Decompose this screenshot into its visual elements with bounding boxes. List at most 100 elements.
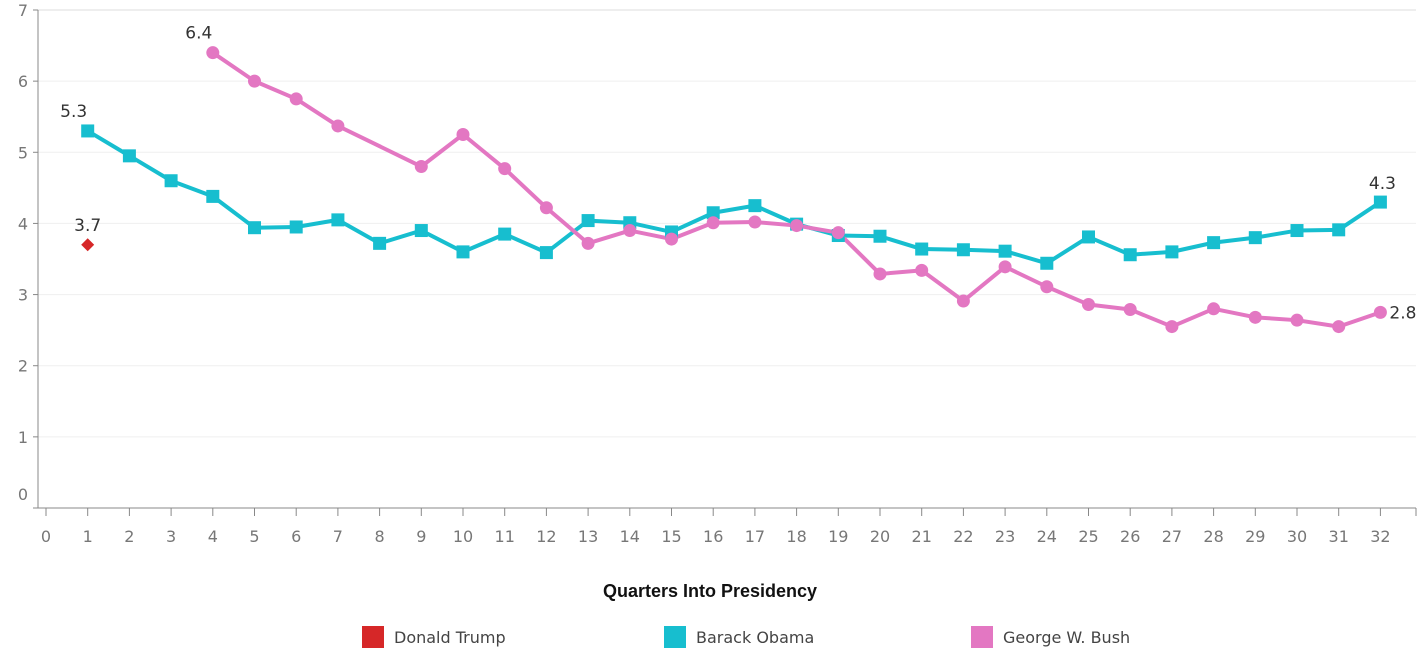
point-barack-obama-6[interactable] (289, 220, 303, 234)
x-tick-label-4: 4 (208, 527, 218, 546)
point-george-w-bush-12[interactable] (539, 201, 553, 215)
x-tick-label-25: 25 (1078, 527, 1098, 546)
point-barack-obama-20[interactable] (873, 229, 887, 243)
point-george-w-bush-4[interactable] (206, 46, 220, 60)
point-barack-obama-25[interactable] (1082, 230, 1095, 244)
legend-item-trump[interactable]: Donald Trump (362, 626, 506, 648)
point-barack-obama-21[interactable] (915, 242, 929, 256)
point-barack-obama-32[interactable] (1373, 195, 1387, 209)
x-tick-label-3: 3 (166, 527, 176, 546)
point-barack-obama-13[interactable] (581, 214, 595, 228)
point-george-w-bush-19[interactable] (831, 226, 845, 240)
point-george-w-bush-21[interactable] (915, 263, 929, 277)
x-axis-title: Quarters Into Presidency (603, 581, 817, 601)
legend-label-obama: Barack Obama (696, 627, 815, 647)
point-george-w-bush-27[interactable] (1165, 320, 1179, 334)
legend-item-bush[interactable]: George W. Bush (971, 626, 1130, 648)
point-george-w-bush-18[interactable] (790, 219, 804, 233)
point-george-w-bush-16[interactable] (706, 216, 720, 230)
point-george-w-bush-28[interactable] (1207, 302, 1221, 316)
data-labels: 3.7 5.3 4.3 6.4 2.8 (60, 24, 1416, 324)
point-donald-trump-1[interactable] (81, 238, 95, 252)
point-george-w-bush-5[interactable] (248, 74, 261, 88)
point-george-w-bush-7[interactable] (331, 119, 345, 133)
point-george-w-bush-14[interactable] (623, 224, 637, 238)
x-tick-label-18: 18 (786, 527, 806, 546)
point-george-w-bush-25[interactable] (1082, 298, 1095, 312)
point-george-w-bush-29[interactable] (1248, 310, 1262, 324)
y-tick-label-0: 0 (18, 485, 28, 504)
point-barack-obama-10[interactable] (456, 245, 470, 259)
point-barack-obama-8[interactable] (373, 236, 387, 250)
x-tick-label-26: 26 (1120, 527, 1140, 546)
point-george-w-bush-23[interactable] (998, 260, 1012, 274)
data-label-george-w-bush-4: 6.4 (185, 24, 212, 44)
data-label-donald-trump-1: 3.7 (74, 216, 101, 236)
point-george-w-bush-24[interactable] (1040, 280, 1054, 294)
point-barack-obama-16[interactable] (706, 206, 720, 220)
x-tick-label-32: 32 (1370, 527, 1390, 546)
x-tick-label-1: 1 (83, 527, 93, 546)
point-george-w-bush-26[interactable] (1123, 303, 1137, 317)
grid-lines (38, 80, 1416, 438)
point-barack-obama-30[interactable] (1290, 224, 1304, 238)
x-tick-label-11: 11 (495, 527, 515, 546)
x-tick-label-2: 2 (124, 527, 134, 546)
point-george-w-bush-11[interactable] (498, 162, 512, 176)
data-label-barack-obama-1: 5.3 (60, 102, 87, 122)
point-barack-obama-17[interactable] (748, 199, 762, 213)
point-barack-obama-1[interactable] (81, 124, 95, 138)
y-tick-label-1: 1 (18, 428, 28, 447)
legend-swatch-obama (664, 626, 686, 648)
x-tick-label-5: 5 (249, 527, 259, 546)
y-tick-label-4: 4 (18, 214, 28, 233)
point-barack-obama-12[interactable] (539, 246, 553, 260)
point-barack-obama-29[interactable] (1248, 231, 1262, 245)
legend-swatch-bush (971, 626, 993, 648)
point-barack-obama-7[interactable] (331, 213, 345, 227)
point-barack-obama-27[interactable] (1165, 245, 1179, 259)
point-barack-obama-26[interactable] (1123, 248, 1137, 262)
point-george-w-bush-20[interactable] (873, 267, 887, 281)
x-tick-label-22: 22 (953, 527, 973, 546)
series-lines (86, 51, 1382, 329)
point-george-w-bush-10[interactable] (456, 128, 470, 141)
point-george-w-bush-17[interactable] (748, 215, 762, 229)
point-george-w-bush-9[interactable] (414, 160, 428, 174)
series-line-barack-obama (86, 129, 1382, 266)
x-tick-label-6: 6 (291, 527, 301, 546)
point-george-w-bush-31[interactable] (1332, 320, 1346, 334)
point-barack-obama-24[interactable] (1040, 256, 1054, 270)
point-barack-obama-3[interactable] (164, 174, 178, 188)
point-barack-obama-9[interactable] (414, 224, 428, 238)
x-tick-label-19: 19 (828, 527, 848, 546)
x-tick-label-31: 31 (1329, 527, 1349, 546)
point-barack-obama-22[interactable] (956, 243, 970, 257)
point-barack-obama-4[interactable] (206, 189, 220, 203)
point-george-w-bush-32[interactable] (1373, 305, 1387, 319)
x-tick-label-9: 9 (416, 527, 426, 546)
legend-item-obama[interactable]: Barack Obama (664, 626, 814, 648)
point-barack-obama-5[interactable] (248, 221, 261, 235)
data-label-barack-obama-32: 4.3 (1369, 174, 1396, 194)
point-barack-obama-28[interactable] (1207, 236, 1221, 250)
legend: Donald Trump Barack Obama George W. Bush (0, 626, 1424, 648)
point-barack-obama-2[interactable] (122, 149, 136, 163)
point-barack-obama-23[interactable] (998, 244, 1012, 258)
point-barack-obama-11[interactable] (498, 227, 512, 241)
legend-label-bush: George W. Bush (1003, 627, 1131, 647)
x-tick-label-14: 14 (620, 527, 640, 546)
x-tick-label-7: 7 (333, 527, 343, 546)
point-george-w-bush-15[interactable] (665, 232, 678, 246)
x-tick-label-20: 20 (870, 527, 890, 546)
series-line-george-w-bush (211, 51, 1382, 329)
y-tick-label-3: 3 (18, 286, 28, 305)
point-george-w-bush-22[interactable] (956, 294, 970, 308)
point-george-w-bush-30[interactable] (1290, 313, 1304, 327)
x-tick-label-30: 30 (1287, 527, 1307, 546)
x-tick-label-16: 16 (703, 527, 723, 546)
point-george-w-bush-6[interactable] (289, 92, 303, 106)
point-barack-obama-31[interactable] (1332, 223, 1346, 237)
point-george-w-bush-13[interactable] (581, 236, 595, 250)
